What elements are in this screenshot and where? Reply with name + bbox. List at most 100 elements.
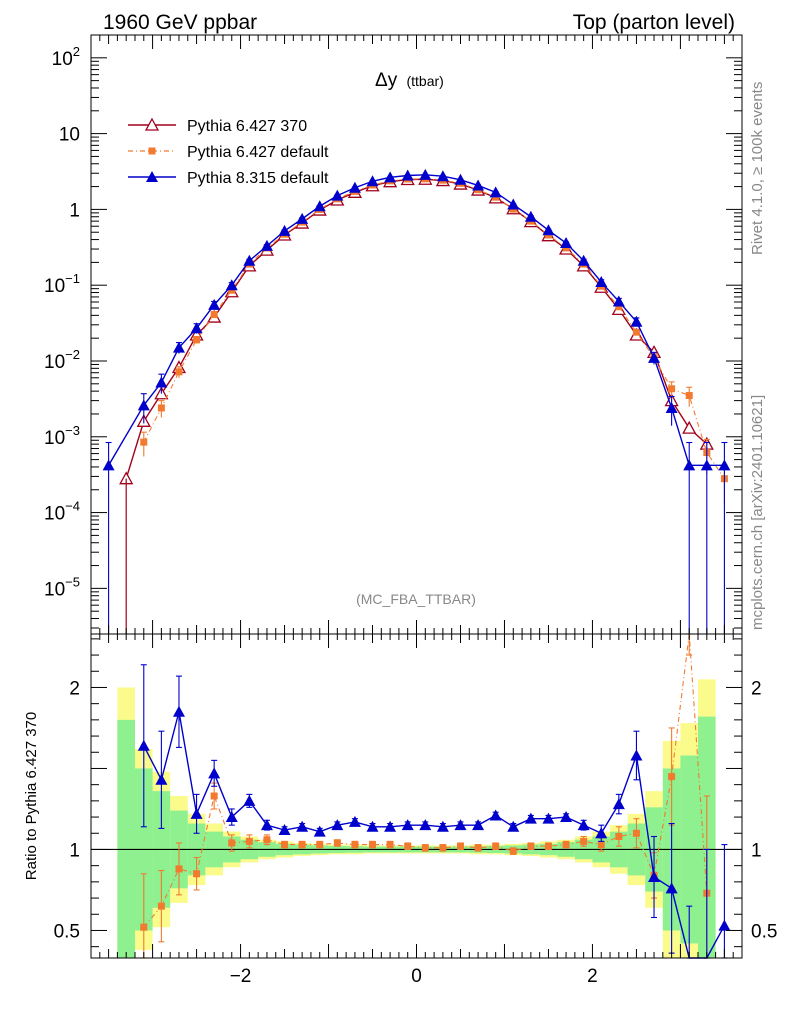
main-data-point	[668, 385, 676, 393]
ratio-data-point	[172, 705, 185, 717]
ratio-data-point	[401, 819, 414, 831]
main-y-tick-label: 102	[52, 44, 80, 70]
ratio-data-point	[527, 842, 535, 850]
ratio-data-point	[208, 767, 221, 779]
ratio-data-point	[439, 844, 447, 852]
ratio-data-point	[140, 923, 148, 931]
main-data-point	[157, 404, 165, 412]
ratio-data-point	[331, 819, 344, 831]
ratio-data-point	[577, 819, 590, 831]
ratio-series-1	[140, 633, 711, 959]
ratio-data-point	[489, 809, 502, 821]
ratio-data-point	[228, 839, 236, 847]
main-data-point	[193, 336, 201, 344]
legend: Pythia 6.427 370 Pythia 6.427 default Py…	[128, 117, 329, 187]
main-data-point	[682, 420, 697, 434]
ratio-line-2	[143, 711, 726, 959]
legend-entry-pythia6-default: Pythia 6.427 default	[128, 144, 329, 161]
legend-marker-pythia6-370	[144, 117, 160, 131]
ratio-data-point	[351, 841, 359, 849]
ratio-data-point	[507, 820, 520, 832]
main-data-point	[331, 189, 344, 201]
ratio-data-point	[562, 841, 570, 849]
ratio-data-point	[190, 807, 203, 819]
tick-base: 1	[69, 200, 80, 221]
band-green-bin	[117, 719, 135, 958]
rivet-version-label: Rivet 4.1.0, ≥ 100k events	[749, 82, 766, 255]
ratio-data-point	[436, 820, 449, 832]
mcplots-reference-label: mcplots.cern.ch [arXiv:2401.10621]	[749, 395, 766, 630]
main-data-point	[175, 368, 183, 376]
ratio-axis-ticks: 0.5 0.5 1 1 2 2 −2 0 2	[54, 634, 777, 987]
ratio-y-tick-label-right: 1	[751, 840, 762, 861]
ratio-data-point	[260, 819, 273, 831]
ratio-data-point	[524, 812, 537, 824]
ratio-uncertainty-band	[91, 679, 742, 958]
main-data-point	[665, 401, 678, 413]
ratio-series-2	[137, 664, 731, 959]
tick-base: 10	[59, 125, 80, 146]
ratio-data-point	[668, 773, 676, 781]
main-data-point	[615, 303, 623, 311]
ratio-y-tick-label-left: 1	[69, 840, 80, 861]
main-y-tick-label: 10−1	[44, 271, 80, 297]
main-data-point	[102, 459, 115, 471]
ratio-data-point	[509, 847, 517, 855]
tick-base: 10	[44, 352, 65, 373]
ratio-data-point	[348, 815, 361, 827]
ratio-data-point	[615, 833, 623, 840]
main-y-tick-label: 1	[69, 200, 80, 221]
tick-base: 10	[52, 49, 73, 70]
header-energy-label: 1960 GeV ppbar	[103, 11, 257, 34]
observable-title-sub: (ttbar)	[406, 73, 443, 89]
ratio-data-point	[648, 871, 661, 882]
ratio-data-point	[245, 837, 253, 845]
ratio-y-tick-label-left: 2	[69, 678, 80, 699]
main-data-point	[718, 459, 731, 471]
ratio-data-point	[404, 842, 412, 850]
ratio-series-layer	[137, 633, 731, 959]
ratio-data-point	[630, 749, 643, 761]
main-data-point	[454, 173, 467, 185]
ratio-line-1	[143, 633, 708, 928]
tick-base: 10	[44, 504, 65, 525]
tick-exponent: −1	[65, 271, 80, 286]
main-data-point	[208, 298, 221, 310]
ratio-data-point	[316, 841, 324, 849]
observable-title: Δy (ttbar)	[375, 70, 444, 91]
main-data-point	[210, 311, 218, 319]
main-data-point	[243, 254, 256, 266]
main-data-point	[260, 239, 273, 251]
tick-exponent: −3	[65, 423, 80, 438]
ratio-data-point	[157, 902, 165, 910]
main-data-point	[524, 210, 537, 222]
ratio-data-point	[580, 837, 588, 845]
ratio-data-point	[386, 841, 394, 849]
main-data-point	[685, 392, 693, 400]
analysis-name-label: (MC_FBA_TTBAR)	[356, 591, 476, 607]
main-y-tick-label: 10−4	[44, 499, 80, 525]
ratio-data-point	[333, 839, 341, 847]
ratio-data-point	[137, 739, 150, 751]
main-line-0	[125, 178, 708, 479]
main-series-2	[102, 168, 731, 634]
tick-base: 10	[44, 579, 65, 600]
ratio-data-point	[263, 836, 271, 844]
main-data-point	[384, 171, 397, 183]
x-tick-label: −2	[230, 966, 252, 987]
ratio-data-point	[665, 882, 678, 894]
ratio-data-point	[384, 820, 397, 832]
ratio-data-point	[560, 811, 573, 823]
main-data-point	[278, 224, 291, 236]
main-data-point	[683, 459, 696, 471]
main-line-1	[143, 178, 725, 479]
main-data-point	[489, 186, 502, 198]
legend-marker-pythia6-default	[148, 147, 156, 155]
main-data-point	[612, 295, 625, 307]
ratio-data-point	[492, 842, 500, 850]
legend-label-pythia6-370: Pythia 6.427 370	[187, 118, 307, 135]
tick-exponent: −2	[65, 347, 80, 362]
main-data-point	[595, 276, 608, 288]
ratio-y-tick-label-right: 0.5	[751, 921, 777, 942]
